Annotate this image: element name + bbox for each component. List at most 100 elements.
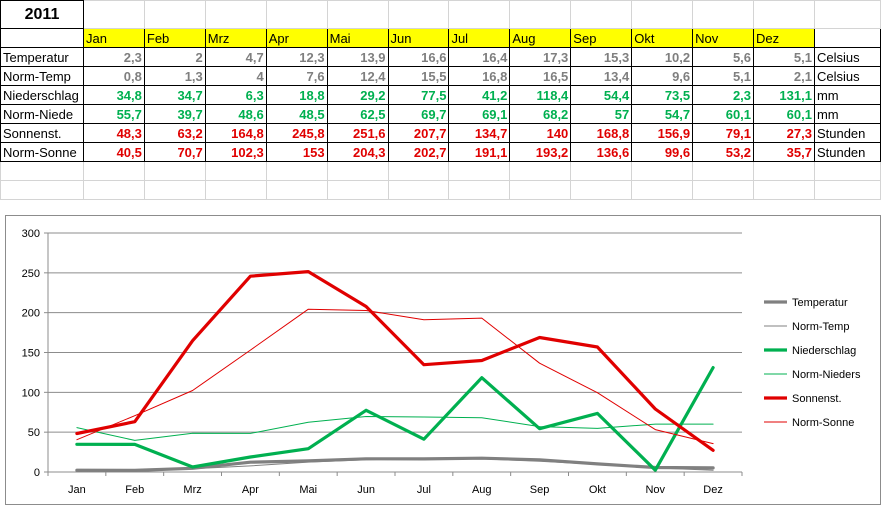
value-cell[interactable]: 60,1 (692, 104, 755, 124)
empty-cell[interactable] (143, 180, 206, 200)
value-cell[interactable]: 35,7 (753, 142, 815, 162)
month-header[interactable]: Aug (509, 28, 572, 48)
empty-cell[interactable] (813, 161, 881, 181)
value-cell[interactable]: 5,1 (753, 47, 815, 67)
unit-cell[interactable]: mm (813, 104, 881, 124)
month-header[interactable]: Nov (692, 28, 755, 48)
empty-cell[interactable] (387, 0, 450, 29)
empty-cell[interactable] (631, 180, 694, 200)
value-cell[interactable]: 48,6 (204, 104, 267, 124)
empty-cell[interactable] (692, 180, 755, 200)
value-cell[interactable]: 134,7 (448, 123, 511, 143)
empty-cell[interactable] (692, 161, 755, 181)
value-cell[interactable]: 102,3 (204, 142, 267, 162)
value-cell[interactable]: 53,2 (692, 142, 755, 162)
empty-cell[interactable] (813, 28, 881, 48)
row-label[interactable]: Sonnenst. (0, 123, 84, 143)
row-label[interactable]: Norm-Temp (0, 66, 84, 86)
value-cell[interactable]: 68,2 (509, 104, 572, 124)
value-cell[interactable]: 18,8 (265, 85, 328, 105)
value-cell[interactable]: 40,5 (82, 142, 145, 162)
month-header[interactable]: Sep (570, 28, 633, 48)
month-header[interactable]: Mrz (204, 28, 267, 48)
unit-cell[interactable]: mm (813, 85, 881, 105)
value-cell[interactable]: 16,4 (448, 47, 511, 67)
value-cell[interactable]: 131,1 (753, 85, 815, 105)
value-cell[interactable]: 168,8 (570, 123, 633, 143)
empty-cell[interactable] (265, 180, 328, 200)
empty-cell[interactable] (204, 0, 267, 29)
value-cell[interactable]: 54,7 (631, 104, 694, 124)
value-cell[interactable]: 193,2 (509, 142, 572, 162)
value-cell[interactable]: 60,1 (753, 104, 815, 124)
value-cell[interactable]: 4 (204, 66, 267, 86)
value-cell[interactable]: 79,1 (692, 123, 755, 143)
value-cell[interactable]: 55,7 (82, 104, 145, 124)
empty-cell[interactable] (570, 0, 633, 29)
value-cell[interactable]: 164,8 (204, 123, 267, 143)
value-cell[interactable]: 2,3 (692, 85, 755, 105)
value-cell[interactable]: 10,2 (631, 47, 694, 67)
value-cell[interactable]: 6,3 (204, 85, 267, 105)
value-cell[interactable]: 202,7 (387, 142, 450, 162)
value-cell[interactable]: 12,3 (265, 47, 328, 67)
empty-cell[interactable] (448, 161, 511, 181)
empty-cell[interactable] (692, 0, 755, 29)
value-cell[interactable]: 54,4 (570, 85, 633, 105)
value-cell[interactable]: 9,6 (631, 66, 694, 86)
year-cell[interactable]: 2011 (0, 0, 84, 29)
empty-cell[interactable] (509, 180, 572, 200)
value-cell[interactable]: 73,5 (631, 85, 694, 105)
empty-cell[interactable] (326, 161, 389, 181)
row-label[interactable]: Norm-Niede (0, 104, 84, 124)
value-cell[interactable]: 7,6 (265, 66, 328, 86)
empty-cell[interactable] (204, 161, 267, 181)
value-cell[interactable]: 4,7 (204, 47, 267, 67)
value-cell[interactable]: 12,4 (326, 66, 389, 86)
value-cell[interactable]: 77,5 (387, 85, 450, 105)
value-cell[interactable]: 0,8 (82, 66, 145, 86)
row-label[interactable]: Norm-Sonne (0, 142, 84, 162)
value-cell[interactable]: 153 (265, 142, 328, 162)
month-header[interactable]: Jan (82, 28, 145, 48)
value-cell[interactable]: 70,7 (143, 142, 206, 162)
value-cell[interactable]: 69,1 (448, 104, 511, 124)
value-cell[interactable]: 15,3 (570, 47, 633, 67)
empty-cell[interactable] (509, 161, 572, 181)
month-header[interactable]: Jul (448, 28, 511, 48)
empty-cell[interactable] (570, 161, 633, 181)
value-cell[interactable]: 118,4 (509, 85, 572, 105)
value-cell[interactable]: 34,8 (82, 85, 145, 105)
value-cell[interactable]: 251,6 (326, 123, 389, 143)
value-cell[interactable]: 204,3 (326, 142, 389, 162)
month-header[interactable]: Dez (753, 28, 815, 48)
empty-cell[interactable] (631, 0, 694, 29)
value-cell[interactable]: 191,1 (448, 142, 511, 162)
empty-cell[interactable] (753, 0, 815, 29)
value-cell[interactable]: 16,8 (448, 66, 511, 86)
value-cell[interactable]: 1,3 (143, 66, 206, 86)
value-cell[interactable]: 41,2 (448, 85, 511, 105)
value-cell[interactable]: 156,9 (631, 123, 694, 143)
empty-cell[interactable] (813, 0, 881, 29)
value-cell[interactable]: 63,2 (143, 123, 206, 143)
empty-cell[interactable] (265, 0, 328, 29)
empty-cell[interactable] (326, 180, 389, 200)
value-cell[interactable]: 2 (143, 47, 206, 67)
month-header[interactable]: Okt (631, 28, 694, 48)
empty-cell[interactable] (82, 0, 145, 29)
value-cell[interactable]: 5,6 (692, 47, 755, 67)
empty-cell[interactable] (143, 161, 206, 181)
value-cell[interactable]: 2,1 (753, 66, 815, 86)
value-cell[interactable]: 136,6 (570, 142, 633, 162)
empty-cell[interactable] (82, 161, 145, 181)
month-header[interactable]: Jun (387, 28, 450, 48)
month-header[interactable]: Mai (326, 28, 389, 48)
value-cell[interactable]: 15,5 (387, 66, 450, 86)
value-cell[interactable]: 5,1 (692, 66, 755, 86)
row-label[interactable]: Niederschlag (0, 85, 84, 105)
empty-cell[interactable] (82, 180, 145, 200)
value-cell[interactable]: 99,6 (631, 142, 694, 162)
value-cell[interactable]: 69,7 (387, 104, 450, 124)
value-cell[interactable]: 16,5 (509, 66, 572, 86)
